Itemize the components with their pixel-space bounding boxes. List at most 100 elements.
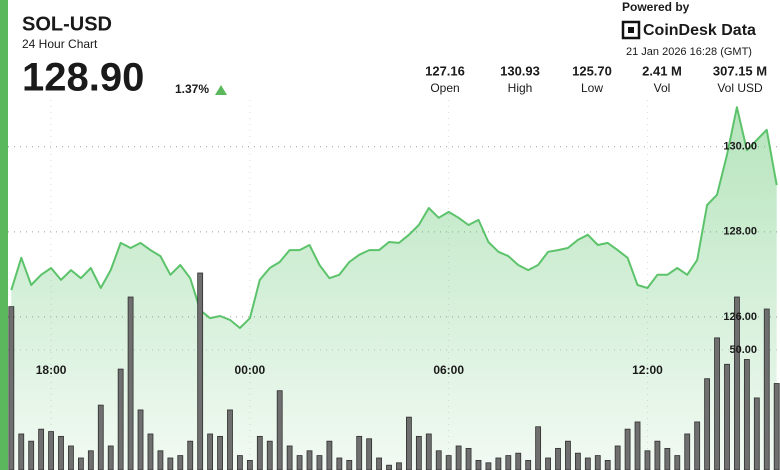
volume-bar xyxy=(594,455,601,470)
volume-bar xyxy=(406,416,412,470)
volume-bar xyxy=(614,445,621,470)
volume-bar xyxy=(624,428,631,470)
accent-strip xyxy=(0,0,8,470)
volume-bar xyxy=(505,455,512,470)
volume-bar xyxy=(117,368,124,470)
volume-bar xyxy=(714,337,720,470)
volume-bar xyxy=(316,455,323,470)
volume-bar xyxy=(167,457,174,470)
x-tick-label: 00:00 xyxy=(235,363,266,377)
y-tick-label: 130.00 xyxy=(723,141,757,153)
volume-bar xyxy=(475,459,482,470)
volume-bar xyxy=(465,447,472,470)
volume-bar xyxy=(197,272,204,470)
volume-bar xyxy=(286,445,293,470)
price-line xyxy=(10,106,778,329)
volume-bar xyxy=(376,457,382,470)
volume-bar xyxy=(227,409,233,470)
volume-bar xyxy=(455,445,462,470)
volume-bar xyxy=(704,378,711,470)
volume-bar xyxy=(8,306,15,470)
volume-bar xyxy=(545,457,551,470)
volume-bar xyxy=(336,457,343,470)
stat-label: Vol xyxy=(654,81,671,95)
volume-bar xyxy=(386,464,392,470)
volume-bar xyxy=(584,457,591,470)
volume-bar xyxy=(48,431,54,470)
stats: 127.16 Open 130.93 High 125.70 Low 2.41 M Vol 30… xyxy=(425,63,767,95)
volume-bar xyxy=(743,359,750,470)
volume-bar xyxy=(525,459,532,470)
volume-bar xyxy=(18,433,25,470)
volume-bar xyxy=(773,383,780,470)
volume-bar xyxy=(107,445,114,470)
volume-bar xyxy=(565,440,571,470)
stat-value: 307.15 M xyxy=(713,63,767,78)
volume-bar xyxy=(87,450,94,470)
volume-bar xyxy=(266,440,273,470)
subtitle: 24 Hour Chart xyxy=(22,37,98,51)
plot: 126.00 128.00 130.00 50.00 18:00 00:00 06:00 12… xyxy=(8,100,780,470)
powered-by: Powered by xyxy=(622,0,690,14)
stat-label: Open xyxy=(430,81,459,95)
up-arrow xyxy=(215,85,227,95)
volume-bar xyxy=(684,433,691,470)
volume-bar xyxy=(724,363,730,470)
volume-bar xyxy=(634,421,641,470)
symbol: SOL-USD xyxy=(22,13,112,35)
volume-bar xyxy=(425,433,432,470)
stat-label: Vol USD xyxy=(717,81,763,95)
y-tick-label: 128.00 xyxy=(723,226,757,238)
volume-bar xyxy=(356,435,363,470)
volume-bar xyxy=(276,390,283,470)
volume-bar xyxy=(127,296,134,470)
stat-label: High xyxy=(508,81,533,95)
volume-bar xyxy=(555,447,561,470)
volume-bar xyxy=(77,457,84,470)
volume-bar xyxy=(574,452,581,470)
y-tick-label: 126.00 xyxy=(723,311,757,323)
price-area xyxy=(11,107,777,470)
volume-bar xyxy=(674,455,681,470)
volume-bar xyxy=(644,450,651,470)
volume-bar xyxy=(485,462,492,470)
volume-bar xyxy=(734,296,740,470)
volume-bar xyxy=(346,459,353,470)
brand: CoinDesk Data xyxy=(643,22,756,39)
volume-bar xyxy=(604,459,611,470)
volume-bar xyxy=(187,440,194,470)
volume-bar xyxy=(753,397,760,470)
volume-bar xyxy=(366,438,373,470)
volume-bar xyxy=(654,440,661,470)
volume-bar xyxy=(207,433,214,470)
stat-value: 125.70 xyxy=(572,63,612,78)
volume-bar xyxy=(217,435,223,470)
volume-bar xyxy=(396,462,402,470)
volume-bar xyxy=(246,459,253,470)
x-tick-label: 12:00 xyxy=(632,363,663,377)
volume-bar xyxy=(435,450,442,470)
volume-bar xyxy=(296,455,303,470)
volume-bar xyxy=(58,435,64,470)
volume-bar xyxy=(97,404,104,470)
volume-bar xyxy=(535,426,542,470)
volume-bar xyxy=(256,435,263,470)
volume-bar xyxy=(68,445,74,470)
volume-bar xyxy=(147,433,154,470)
volume-bar xyxy=(38,428,45,470)
volume-bar xyxy=(445,455,452,470)
volume-bar xyxy=(237,455,243,470)
volume-bar xyxy=(694,421,701,470)
volume-bar xyxy=(326,440,333,470)
volume-bar xyxy=(415,435,422,470)
volume-bar xyxy=(515,452,522,470)
stat-value: 127.16 xyxy=(425,63,465,78)
volume-bar xyxy=(157,450,164,470)
volume-bar xyxy=(177,455,184,470)
volume-bar xyxy=(306,450,313,470)
volume-bar xyxy=(28,440,35,470)
y2-tick-label: 50.00 xyxy=(729,344,757,356)
price: 128.90 xyxy=(22,56,144,100)
